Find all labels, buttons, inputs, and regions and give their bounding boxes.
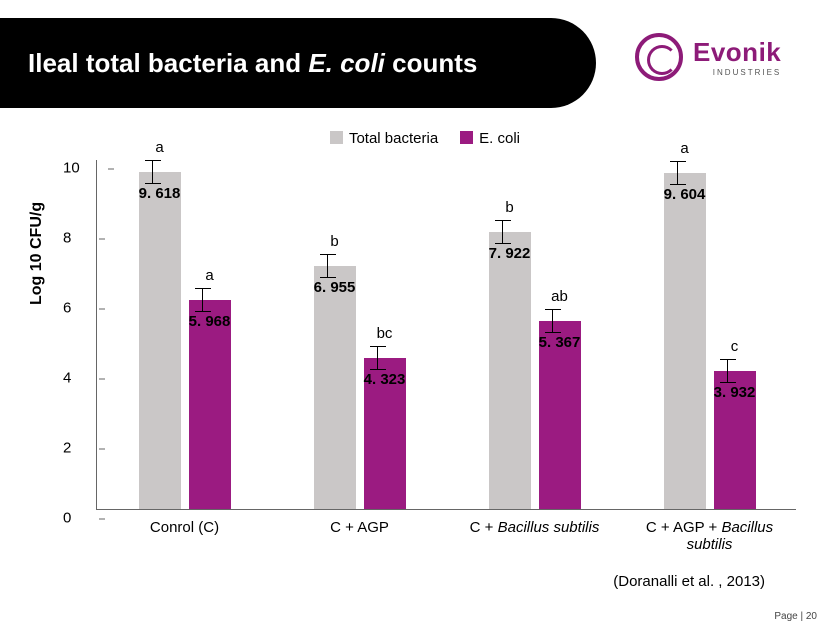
significance-label: ab [540, 288, 580, 305]
error-bar [152, 160, 168, 184]
bar-value-label: 7. 922 [470, 245, 550, 262]
brand-logo: Evonik INDUSTRIES [635, 26, 815, 88]
error-bar [552, 309, 568, 333]
legend-item-total: Total bacteria [330, 130, 438, 147]
legend-swatch-ecoli [460, 131, 473, 144]
significance-label: a [140, 139, 180, 156]
y-tick: 6 [63, 300, 71, 317]
x-category-label: C + AGP [272, 519, 447, 536]
logo-text: Evonik INDUSTRIES [693, 37, 781, 77]
bar-value-label: 9. 604 [645, 186, 725, 203]
bar-value-label: 3. 932 [695, 384, 775, 401]
bar-value-label: 5. 968 [170, 313, 250, 330]
y-tick: 10 [63, 160, 80, 177]
citation: (Doranalli et al. , 2013) [613, 573, 765, 590]
y-tick: 0 [63, 510, 71, 527]
page-title: Ileal total bacteria and E. coli counts [28, 48, 477, 79]
footer-page-number: 20 [806, 611, 817, 622]
title-band: Ileal total bacteria and E. coli counts [0, 18, 596, 108]
legend-label-ecoli: E. coli [479, 130, 520, 147]
bar-total [664, 173, 706, 509]
x-category-label: Conrol (C) [97, 519, 272, 536]
plot-area: 02468109. 618a5. 968aConrol (C)6. 955b4.… [96, 160, 796, 510]
footer-page-label: Page | [774, 611, 803, 622]
chart: Total bacteria E. coli Log 10 CFU/g 0246… [40, 130, 810, 560]
bar-value-label: 6. 955 [295, 279, 375, 296]
error-bar [327, 254, 343, 278]
x-category-label: C + AGP + Bacillus subtilis [622, 519, 797, 553]
bar-total [489, 232, 531, 509]
significance-label: b [490, 199, 530, 216]
error-bar [727, 359, 743, 383]
y-tick: 2 [63, 440, 71, 457]
significance-label: a [665, 140, 705, 157]
significance-label: bc [365, 325, 405, 342]
legend-label-total: Total bacteria [349, 130, 438, 147]
error-bar [377, 346, 393, 370]
title-italic: E. coli [308, 48, 385, 78]
bar-ecoli [189, 300, 231, 509]
logo-subtitle: INDUSTRIES [693, 68, 781, 77]
bar-total [139, 172, 181, 509]
bar-value-label: 5. 367 [520, 334, 600, 351]
logo-brand: Evonik [693, 37, 781, 68]
significance-label: b [315, 233, 355, 250]
bar-value-label: 4. 323 [345, 371, 425, 388]
bar-value-label: 9. 618 [120, 185, 200, 202]
page-footer: Page | 20 [774, 611, 817, 622]
y-tick: 4 [63, 370, 71, 387]
legend-item-ecoli: E. coli [460, 130, 520, 147]
error-bar [677, 161, 693, 185]
significance-label: a [190, 267, 230, 284]
y-axis-label: Log 10 CFU/g [28, 202, 46, 305]
legend-swatch-total [330, 131, 343, 144]
x-category-label: C + Bacillus subtilis [447, 519, 622, 536]
spiral-icon [635, 33, 683, 81]
error-bar [202, 288, 218, 312]
significance-label: c [715, 338, 755, 355]
y-tick: 8 [63, 230, 71, 247]
title-part2: counts [385, 48, 477, 78]
error-bar [502, 220, 518, 244]
title-part1: Ileal total bacteria and [28, 48, 308, 78]
